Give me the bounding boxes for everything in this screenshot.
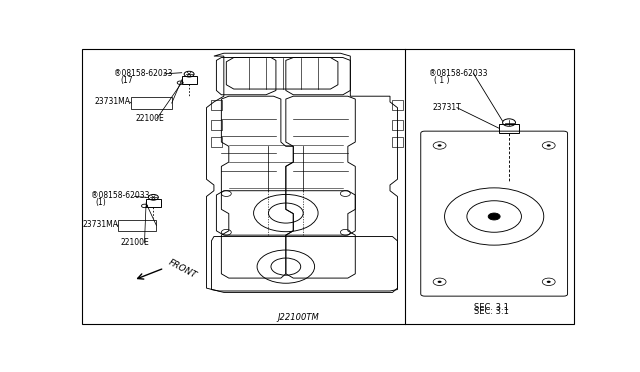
Bar: [499, 124, 519, 134]
Bar: [211, 120, 222, 130]
Bar: [146, 199, 161, 207]
Bar: [392, 137, 403, 147]
Bar: [211, 137, 222, 147]
Bar: [131, 97, 172, 109]
Text: (17: (17: [121, 76, 133, 85]
Text: SEC. 3.1: SEC. 3.1: [474, 307, 509, 316]
Text: ( 1 ): ( 1 ): [434, 76, 449, 85]
Text: SEC. 3.1: SEC. 3.1: [474, 304, 509, 312]
Bar: [182, 76, 196, 84]
Text: 22100E: 22100E: [136, 114, 164, 123]
Circle shape: [547, 280, 550, 283]
Text: ®08158-62033: ®08158-62033: [91, 191, 149, 201]
Circle shape: [488, 213, 500, 220]
Text: 23731MA: 23731MA: [95, 97, 131, 106]
Bar: [211, 100, 222, 110]
Bar: [118, 220, 156, 231]
Bar: [392, 100, 403, 110]
Text: 22100E: 22100E: [121, 238, 149, 247]
Text: 23731MA: 23731MA: [83, 220, 118, 229]
Text: (1): (1): [96, 198, 107, 207]
Text: ®08158-62033: ®08158-62033: [114, 69, 172, 78]
Text: ®08158-62033: ®08158-62033: [429, 69, 487, 78]
Text: J22100TM: J22100TM: [277, 313, 319, 322]
Circle shape: [547, 144, 550, 147]
Text: FRONT: FRONT: [167, 258, 198, 281]
Bar: [392, 120, 403, 130]
Text: 23731T: 23731T: [432, 103, 461, 112]
Circle shape: [438, 280, 442, 283]
Circle shape: [438, 144, 442, 147]
